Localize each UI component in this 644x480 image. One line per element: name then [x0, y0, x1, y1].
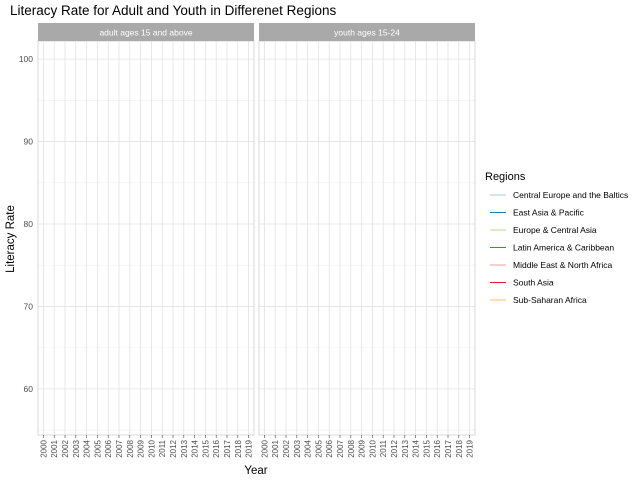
legend-label: Sub-Saharan Africa [513, 295, 587, 305]
x-tick-label: 2018 [455, 439, 464, 457]
legend-label: Middle East & North Africa [513, 260, 612, 270]
x-tick-label: 2005 [314, 439, 323, 457]
legend-item: Latin America & Caribbean [490, 243, 614, 253]
x-tick-label: 2003 [72, 439, 81, 457]
x-tick-label: 2001 [271, 439, 280, 457]
x-tick-label: 2008 [126, 439, 135, 457]
x-tick-label: 2005 [93, 439, 102, 457]
x-axis-label: Year [244, 465, 267, 477]
x-tick-label: 2011 [158, 439, 167, 457]
x-tick-label: 2000 [260, 439, 269, 457]
x-tick-label: 2006 [325, 439, 334, 457]
y-tick-label: 60 [24, 384, 34, 394]
facet-strip [38, 23, 254, 41]
y-tick-label: 70 [24, 301, 34, 311]
y-tick-label: 80 [24, 219, 34, 229]
legend-label: East Asia & Pacific [513, 208, 585, 218]
x-tick-label: 2018 [234, 439, 243, 457]
y-tick-label: 90 [24, 137, 34, 147]
x-tick-label: 2006 [104, 439, 113, 457]
x-tick-label: 2000 [39, 439, 48, 457]
plot-background [38, 41, 254, 435]
legend-label: Europe & Central Asia [513, 225, 597, 235]
legend: Regions Central Europe and the Baltics Ea… [485, 171, 628, 305]
legend-item: Europe & Central Asia [490, 225, 597, 235]
y-axis: 60 70 80 90 100 [19, 54, 33, 394]
x-tick-label: 2011 [379, 439, 388, 457]
x-tick-label: 2015 [201, 439, 210, 457]
x-tick-label: 2007 [115, 439, 124, 457]
x-tick-label: 2016 [433, 439, 442, 457]
x-tick-label: 2012 [390, 439, 399, 457]
x-tick-label: 2019 [466, 439, 475, 457]
x-tick-label: 2014 [412, 439, 421, 457]
legend-item: Central Europe and the Baltics [490, 190, 628, 200]
x-tick-label: 2009 [137, 439, 146, 457]
y-tick-label: 100 [19, 54, 33, 64]
legend-label: South Asia [513, 278, 554, 288]
x-tick-label: 2013 [180, 439, 189, 457]
legend-item: Sub-Saharan Africa [490, 295, 587, 305]
y-axis-label: Literacy Rate [5, 205, 17, 273]
x-tick-label: 2015 [422, 439, 431, 457]
x-tick-label: 2002 [282, 439, 291, 457]
x-tick-label: 2004 [304, 439, 313, 457]
x-tick-label: 2017 [223, 439, 232, 457]
legend-label: Central Europe and the Baltics [513, 190, 628, 200]
legend-item: Middle East & North Africa [490, 260, 612, 270]
x-tick-label: 2001 [50, 439, 59, 457]
x-tick-label: 2016 [212, 439, 221, 457]
legend-item: East Asia & Pacific [490, 208, 585, 218]
x-tick-label: 2003 [293, 439, 302, 457]
facet-panel: youth ages 15-24 2000 2001 2002 2003 2004 2005… [258, 23, 476, 458]
chart-title: Literacy Rate for Adult and Youth in Dif… [10, 3, 336, 18]
x-tick-label: 2002 [61, 439, 70, 457]
legend-item: South Asia [490, 278, 554, 288]
x-tick-label: 2007 [336, 439, 345, 457]
facet-strip-label: youth ages 15-24 [334, 28, 400, 38]
x-tick-label: 2008 [347, 439, 356, 457]
x-tick-label: 2010 [147, 439, 156, 457]
x-tick-label: 2013 [401, 439, 410, 457]
x-tick-label: 2012 [169, 439, 178, 457]
x-tick-label: 2010 [368, 439, 377, 457]
facet-strip-label: adult ages 15 and above [99, 28, 192, 38]
x-tick-label: 2014 [191, 439, 200, 457]
x-tick-label: 2019 [245, 439, 254, 457]
x-tick-label: 2017 [444, 439, 453, 457]
legend-title: Regions [485, 171, 526, 183]
plot-background [259, 41, 475, 435]
facet-strip [259, 23, 475, 41]
x-tick-label: 2009 [358, 439, 367, 457]
x-tick-label: 2004 [83, 439, 92, 457]
legend-label: Latin America & Caribbean [513, 243, 614, 253]
